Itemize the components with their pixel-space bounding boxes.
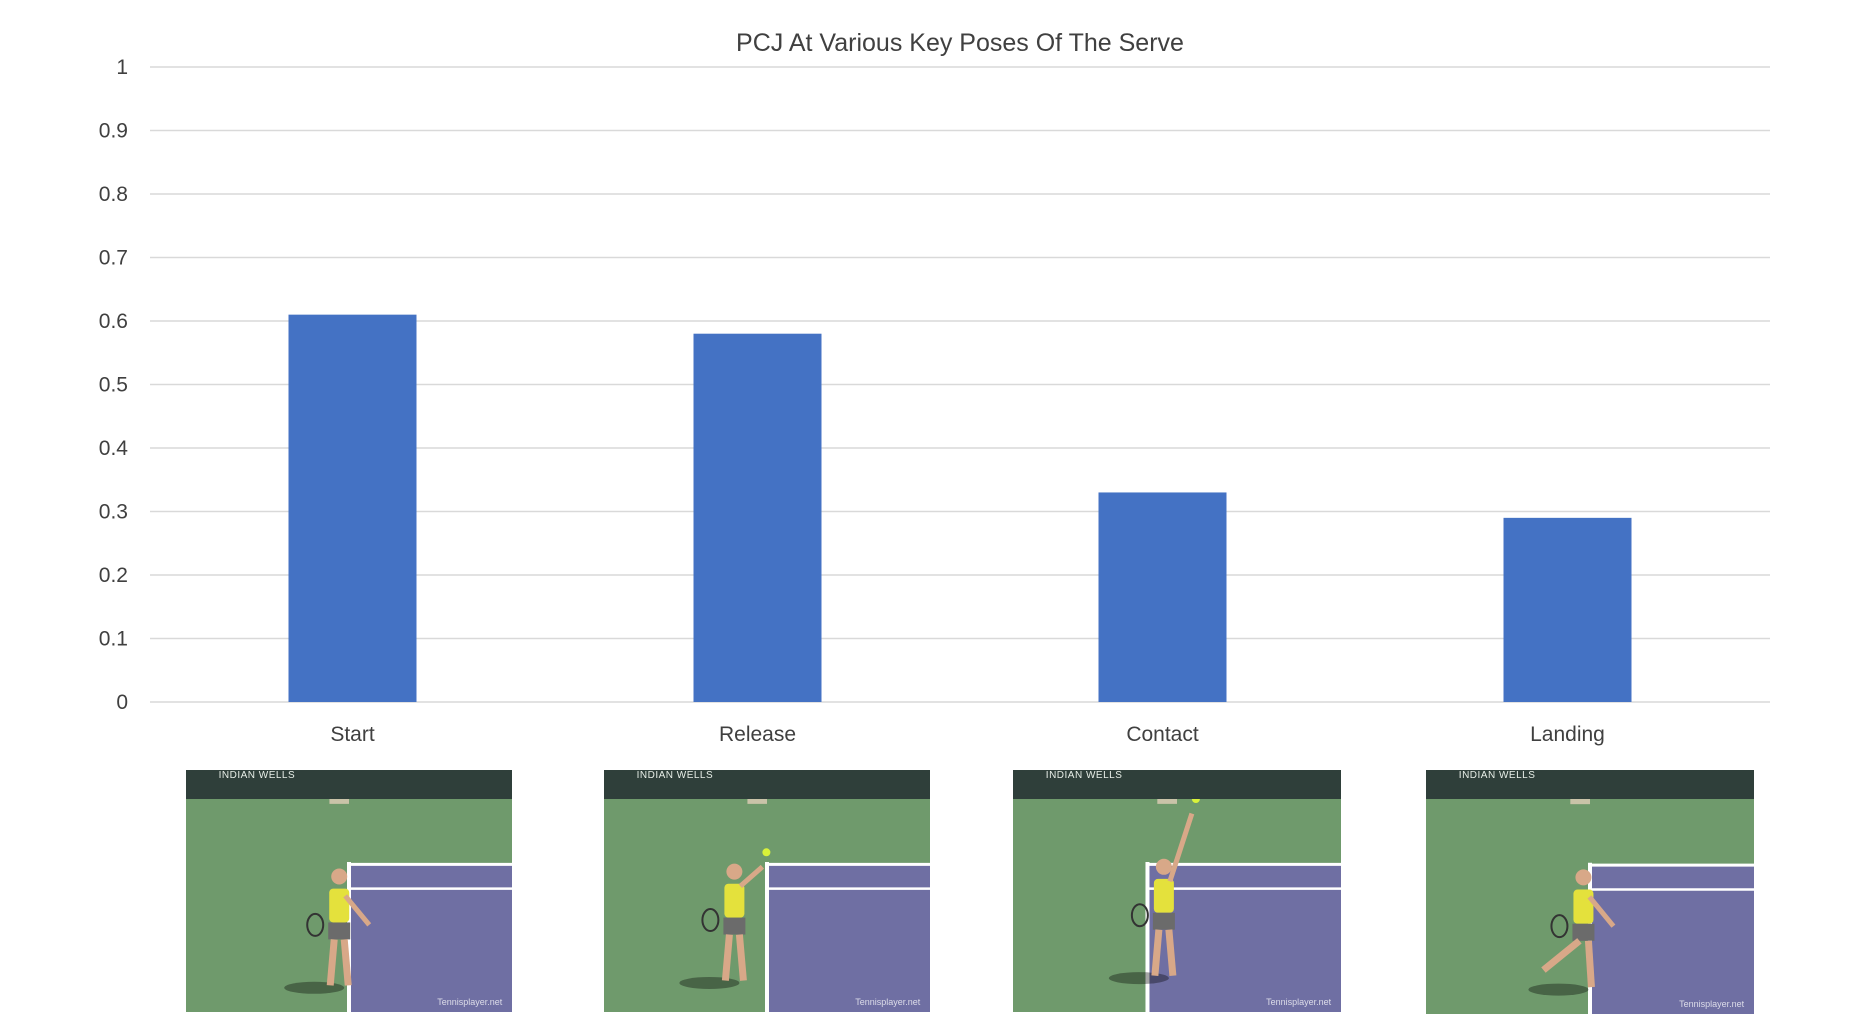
court-surface <box>767 864 930 1012</box>
banner-text: INDIAN WELLS <box>1045 770 1123 782</box>
thumbnail-banner: INDIAN WELLS <box>1426 770 1754 800</box>
bar-landing <box>1503 517 1632 702</box>
bar-contact <box>1098 492 1227 702</box>
bar-release <box>693 333 822 702</box>
thumbnail-banner: INDIAN WELLS <box>186 770 512 800</box>
y-tick-label: 0.9 <box>99 120 128 143</box>
thumbnail-release: INDIAN WELLS Tennisplayer.net <box>604 770 930 1012</box>
bar-start <box>288 314 417 702</box>
y-tick-label: 0.4 <box>99 437 129 460</box>
x-tick-label: Release <box>719 723 796 746</box>
player-figure <box>1528 869 1616 996</box>
y-tick-label: 0.6 <box>99 310 128 333</box>
banner-text: INDIAN WELLS <box>636 770 714 782</box>
thumbnail-start: INDIAN WELLS Tennisplayer.net <box>186 770 512 1012</box>
court-surface <box>349 864 512 1012</box>
bar-chart: PCJ At Various Key Poses Of The Serve 00… <box>99 29 1770 746</box>
banner-text: INDIAN WELLS <box>218 770 296 782</box>
racket-icon <box>701 908 720 933</box>
x-tick-label: Contact <box>1126 723 1199 746</box>
y-tick-label: 0.2 <box>99 564 128 587</box>
watermark: Tennisplayer.net <box>855 997 921 1008</box>
racket-icon <box>1130 903 1149 928</box>
y-tick-label: 0.3 <box>99 501 128 524</box>
x-tick-label: Start <box>330 723 375 746</box>
racket-icon <box>306 912 325 937</box>
x-tick-label: Landing <box>1530 723 1605 746</box>
player-figure <box>284 868 372 994</box>
player-figure <box>679 848 771 989</box>
watermark: Tennisplayer.net <box>1266 997 1332 1008</box>
thumbnail-contact: INDIAN WELLS Tennisplayer.net <box>1013 770 1341 1012</box>
court-surface <box>1590 865 1754 1014</box>
x-axis-labels: Start Release Contact Landing <box>330 723 1605 746</box>
grid-lines <box>150 66 1770 703</box>
y-tick-label: 0.7 <box>99 247 128 270</box>
watermark: Tennisplayer.net <box>1679 999 1745 1010</box>
chart-title: PCJ At Various Key Poses Of The Serve <box>736 29 1184 57</box>
y-tick-label: 0.8 <box>99 183 128 206</box>
y-tick-label: 1 <box>116 56 128 79</box>
court-scene <box>1426 770 1754 1014</box>
thumbnail-banner: INDIAN WELLS <box>604 770 930 800</box>
watermark: Tennisplayer.net <box>437 997 503 1008</box>
thumbnail-banner: INDIAN WELLS <box>1013 770 1341 800</box>
tennis-ball <box>762 848 771 857</box>
y-tick-label: 0.1 <box>99 628 128 651</box>
bars <box>288 314 1632 702</box>
banner-text: INDIAN WELLS <box>1458 770 1536 782</box>
court-scene <box>604 770 930 1012</box>
court-surface <box>1147 864 1341 1012</box>
thumbnail-landing: INDIAN WELLS Tennisplayer.net <box>1426 770 1754 1014</box>
court-scene <box>1013 770 1341 1012</box>
racket-icon <box>1550 914 1569 939</box>
court-scene <box>186 770 512 1012</box>
y-tick-label: 0.5 <box>99 374 128 397</box>
player-figure <box>1108 795 1200 985</box>
y-tick-label: 0 <box>116 691 128 714</box>
y-axis-ticks: 0 0.1 0.2 0.3 0.4 0.5 0.6 0.7 0.8 0.9 1 <box>99 56 129 714</box>
